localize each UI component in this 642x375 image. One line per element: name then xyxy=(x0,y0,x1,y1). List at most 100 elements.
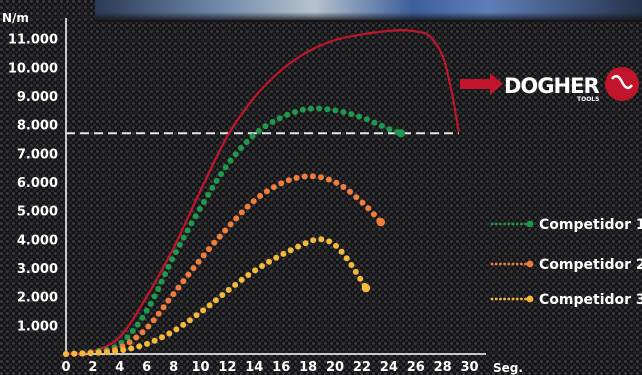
series-dot-competidor-2 xyxy=(160,304,167,311)
series-dot-competidor-2 xyxy=(257,193,264,199)
series-dot-competidor-1 xyxy=(147,300,154,307)
legend-swatch-dot xyxy=(494,262,498,266)
series-dot-competidor-3 xyxy=(186,317,193,324)
x-tick-label: 18 xyxy=(299,360,317,375)
legend-label-competidor-2: Competidor 2 xyxy=(539,257,642,273)
series-dot-competidor-3 xyxy=(159,334,165,341)
series-group xyxy=(63,28,460,357)
series-dot-competidor-1 xyxy=(371,119,378,126)
legend-swatch-dot xyxy=(524,297,527,301)
logo-subtext: TOOLS xyxy=(577,96,599,103)
series-dot-competidor-2 xyxy=(293,174,300,181)
series-dot-competidor-2 xyxy=(155,310,162,317)
x-tick-label: 12 xyxy=(218,360,236,375)
series-dot-competidor-1 xyxy=(134,321,141,328)
series-dot-competidor-2 xyxy=(211,239,218,246)
legend-label-competidor-1: Competidor 1 xyxy=(539,217,642,233)
x-tick-label: 22 xyxy=(353,360,371,375)
x-tick-label: 4 xyxy=(115,360,124,375)
y-axis-ticks: 1.000 2.000 3.000 4.000 5.000 6.000 7.000 8.000… xyxy=(8,33,58,335)
series-dot-competidor-1 xyxy=(192,213,199,220)
legend-swatch-dot xyxy=(494,222,498,226)
series-dot-competidor-1 xyxy=(340,109,347,115)
series-endpoint-competidor-1 xyxy=(396,129,406,138)
series-dot-competidor-3 xyxy=(193,312,200,319)
x-tick-label: 14 xyxy=(245,360,263,375)
legend-swatch-dot xyxy=(507,297,511,301)
series-dot-competidor-1 xyxy=(356,113,363,120)
series-dot-competidor-3 xyxy=(326,238,333,245)
dogher-logo: DOGHER TOOLS xyxy=(460,67,639,103)
series-dot-competidor-2 xyxy=(126,339,133,346)
series-dot-competidor-1 xyxy=(143,307,150,314)
series-dot-competidor-3 xyxy=(63,351,69,357)
series-dot-competidor-1 xyxy=(378,122,385,129)
series-dot-competidor-1 xyxy=(227,157,234,164)
y-tick-label: 1.000 xyxy=(17,319,58,334)
series-dot-competidor-2 xyxy=(353,194,360,201)
series-dot-competidor-1 xyxy=(213,177,220,184)
x-tick-label: 28 xyxy=(434,360,452,375)
series-dot-competidor-3 xyxy=(206,302,213,309)
series-dot-competidor-1 xyxy=(196,206,203,212)
legend-swatch-dot xyxy=(520,222,523,226)
series-dot-competidor-1 xyxy=(169,256,176,263)
logo-wrench-icon xyxy=(610,74,634,90)
series-dot-competidor-1 xyxy=(299,106,306,113)
series-dot-competidor-3 xyxy=(343,255,350,262)
logo-text: DOGHER xyxy=(504,74,599,98)
series-dot-competidor-2 xyxy=(145,323,152,330)
series-dot-competidor-1 xyxy=(324,106,331,113)
series-dot-competidor-3 xyxy=(128,345,135,352)
series-dot-competidor-3 xyxy=(212,297,219,304)
y-tick-label: 8.000 xyxy=(17,119,58,134)
legend-swatch-dot xyxy=(524,222,527,226)
series-line-dogher xyxy=(65,28,460,356)
series-dot-competidor-1 xyxy=(158,278,165,285)
series-dot-competidor-3 xyxy=(120,347,127,353)
series-dot-competidor-1 xyxy=(139,314,146,321)
series-dot-competidor-2 xyxy=(285,177,292,184)
series-dot-competidor-3 xyxy=(238,276,245,283)
series-dot-competidor-1 xyxy=(155,286,162,292)
series-path-competidor-3 xyxy=(66,239,366,354)
legend-swatch-dot xyxy=(507,222,511,226)
series-dot-competidor-3 xyxy=(151,337,158,344)
series-dot-competidor-1 xyxy=(162,271,169,278)
series-dot-competidor-2 xyxy=(340,184,347,190)
legend-swatch-dot xyxy=(503,222,506,226)
series-dot-competidor-1 xyxy=(218,171,225,177)
series-dot-competidor-3 xyxy=(79,350,86,357)
series-dot-competidor-2 xyxy=(216,233,223,240)
series-dot-competidor-3 xyxy=(173,326,180,333)
x-tick-label: 2 xyxy=(88,360,97,375)
legend-swatch-dot xyxy=(515,262,519,266)
series-dot-competidor-1 xyxy=(255,128,262,134)
legend-swatch-dot xyxy=(503,262,506,266)
legend-swatch-endpoint xyxy=(526,260,534,268)
series-dot-competidor-3 xyxy=(352,268,359,275)
series-dot-competidor-3 xyxy=(200,307,207,314)
series-dot-competidor-2 xyxy=(175,284,182,291)
series-dot-competidor-2 xyxy=(200,252,207,259)
legend-swatch-dot xyxy=(520,262,523,266)
series-dot-competidor-1 xyxy=(332,107,339,114)
series-dot-competidor-2 xyxy=(180,278,187,285)
series-dot-competidor-2 xyxy=(278,180,285,187)
legend-swatch-dot xyxy=(511,222,515,226)
series-dot-competidor-3 xyxy=(295,243,302,250)
series-dot-competidor-1 xyxy=(316,105,323,112)
series-dot-competidor-3 xyxy=(219,292,226,298)
legend-swatch-dot xyxy=(490,297,494,301)
y-tick-label: 2.000 xyxy=(17,291,58,306)
series-dot-competidor-1 xyxy=(184,227,191,234)
series-dot-competidor-3 xyxy=(348,262,355,268)
y-tick-label: 9.000 xyxy=(17,90,58,105)
legend: Competidor 1 Competidor 2 Competidor 3 xyxy=(490,217,642,308)
series-dot-competidor-3 xyxy=(357,275,364,282)
y-axis-label: N/m xyxy=(2,11,29,25)
legend-swatch-dot xyxy=(524,262,527,266)
series-dot-competidor-2 xyxy=(170,291,177,298)
series-dot-competidor-2 xyxy=(238,209,245,216)
header-photo-fade xyxy=(95,12,642,22)
